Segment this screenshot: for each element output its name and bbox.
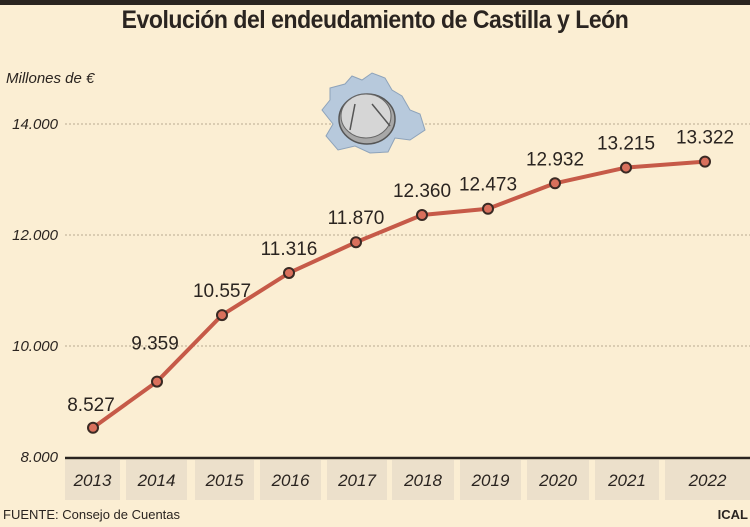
data-label: 8.527 — [67, 395, 115, 416]
source-note: FUENTE: Consejo de Cuentas — [3, 507, 181, 522]
data-point — [482, 202, 494, 215]
y-axis-label: Millones de € — [6, 70, 95, 87]
data-point — [620, 161, 632, 174]
data-label: 13.215 — [597, 134, 655, 155]
top-bar — [0, 0, 750, 5]
x-tick-label: 2022 — [688, 471, 727, 490]
chart-title: Evolución del endeudamiento de Castilla … — [121, 6, 629, 34]
data-point — [416, 209, 428, 222]
x-tick-label: 2019 — [471, 471, 510, 490]
year-box — [327, 460, 387, 500]
data-label: 11.316 — [261, 239, 318, 260]
x-tick-label: 2013 — [73, 471, 112, 490]
data-point — [283, 266, 295, 279]
data-point — [151, 375, 163, 388]
x-tick-label: 2016 — [271, 471, 310, 490]
year-box — [260, 460, 321, 500]
data-point — [216, 309, 228, 322]
year-box — [460, 460, 521, 500]
year-box — [65, 460, 120, 500]
x-tick-label: 2017 — [337, 471, 376, 490]
x-tick-label: 2014 — [137, 471, 176, 490]
data-label: 13.322 — [676, 128, 734, 149]
year-box — [527, 460, 589, 500]
credit-label: ICAL — [717, 507, 748, 522]
data-point — [350, 236, 362, 249]
y-tick-label: 14.000 — [12, 116, 59, 133]
year-box — [195, 460, 254, 500]
data-label: 9.359 — [131, 334, 179, 355]
year-box — [595, 460, 659, 500]
x-tick-label: 2021 — [607, 471, 646, 490]
year-box — [392, 460, 454, 500]
y-tick-label: 12.000 — [12, 227, 59, 244]
year-box — [665, 460, 750, 500]
data-point — [87, 421, 99, 434]
data-label: 11.870 — [328, 208, 385, 229]
data-label: 12.473 — [459, 175, 517, 196]
castilla-leon-map-with-euro-coin-icon — [321, 72, 426, 154]
y-tick-label: 10.000 — [12, 338, 59, 355]
series-line — [91, 159, 706, 430]
x-tick-label: 2015 — [205, 471, 244, 490]
data-point — [699, 155, 711, 168]
data-label: 12.360 — [393, 181, 451, 202]
x-tick-label: 2020 — [538, 471, 577, 490]
y-tick-label: 8.000 — [20, 449, 58, 466]
year-box — [126, 460, 187, 500]
data-point — [549, 177, 561, 190]
data-label: 10.557 — [193, 281, 251, 302]
data-label: 12.932 — [526, 149, 584, 170]
x-tick-label: 2018 — [403, 471, 442, 490]
